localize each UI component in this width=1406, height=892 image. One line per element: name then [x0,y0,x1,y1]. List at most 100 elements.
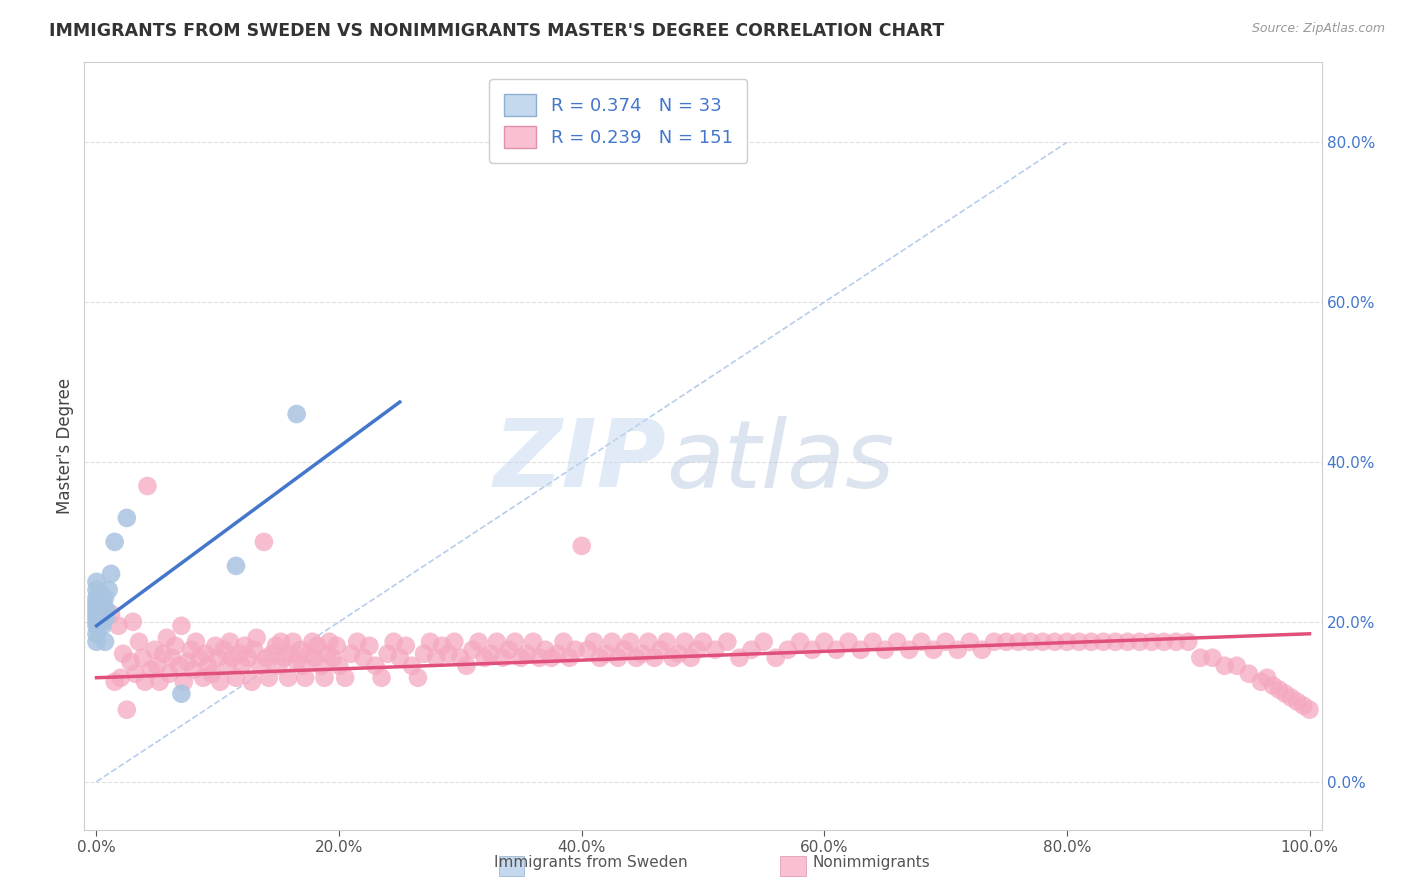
Point [637,634,659,648]
Point [212,642,235,657]
Point [243,642,266,657]
Point [479,647,502,661]
Legend: R = 0.374   N = 33, R = 0.239   N = 151: R = 0.374 N = 33, R = 0.239 N = 151 [489,79,747,163]
Point [419,634,441,648]
Point [301,634,323,648]
Point [825,642,848,657]
Point [1261,679,1284,693]
Point [167,658,190,673]
Point [1019,634,1042,648]
Point [589,650,612,665]
Point [104,534,127,549]
Point [395,639,418,653]
Point [233,639,256,653]
Point [87,607,110,621]
Point [1043,634,1066,648]
Point [1298,703,1320,717]
Point [157,666,180,681]
Point [89,611,111,625]
Point [270,634,292,648]
Point [576,642,599,657]
Point [443,634,465,648]
Point [1164,634,1187,648]
Point [281,634,304,648]
Point [173,674,195,689]
Point [516,647,538,661]
Text: ZIP: ZIP [494,416,666,508]
Point [143,642,166,657]
Point [377,647,399,661]
Point [285,407,308,421]
Point [1067,634,1090,648]
Point [225,671,247,685]
Point [221,650,243,665]
Point [626,650,648,665]
Point [1250,674,1272,689]
Point [1153,634,1175,648]
Point [231,658,253,673]
Point [100,607,122,621]
Point [1292,698,1315,713]
Point [946,642,969,657]
Point [613,642,636,657]
Point [253,534,276,549]
Point [522,634,544,648]
Point [910,634,932,648]
Point [322,650,344,665]
Point [280,647,302,661]
Point [176,655,198,669]
Point [983,634,1005,648]
Point [249,658,271,673]
Point [87,599,110,613]
Point [183,663,205,677]
Point [631,647,654,661]
Point [184,634,207,648]
Point [201,666,224,681]
Point [1226,658,1249,673]
Point [498,642,520,657]
Point [600,634,623,648]
Point [298,647,321,661]
Point [86,611,108,625]
Point [100,566,122,581]
Point [90,587,112,601]
Point [801,642,824,657]
Point [86,595,108,609]
Point [209,674,232,689]
Point [388,650,411,665]
Point [90,615,112,629]
Point [285,655,308,669]
Point [668,647,690,661]
Point [1129,634,1152,648]
Point [122,615,145,629]
Point [437,647,460,661]
Text: Source: ZipAtlas.com: Source: ZipAtlas.com [1251,22,1385,36]
Point [776,642,799,657]
Point [546,647,568,661]
Point [935,634,957,648]
Point [228,647,250,661]
Point [534,642,557,657]
Point [134,674,156,689]
Point [1189,650,1212,665]
Point [294,671,316,685]
Point [1274,687,1296,701]
Point [346,634,368,648]
Point [148,674,170,689]
Point [650,642,672,657]
Point [492,650,515,665]
Point [115,703,138,717]
Point [607,650,630,665]
Point [86,607,108,621]
Point [91,595,114,609]
Point [485,634,508,648]
Point [765,650,787,665]
Point [89,603,111,617]
Point [86,634,108,648]
Point [193,671,215,685]
Point [107,619,129,633]
Point [194,647,217,661]
Point [124,666,146,681]
Point [291,658,314,673]
Point [304,650,326,665]
